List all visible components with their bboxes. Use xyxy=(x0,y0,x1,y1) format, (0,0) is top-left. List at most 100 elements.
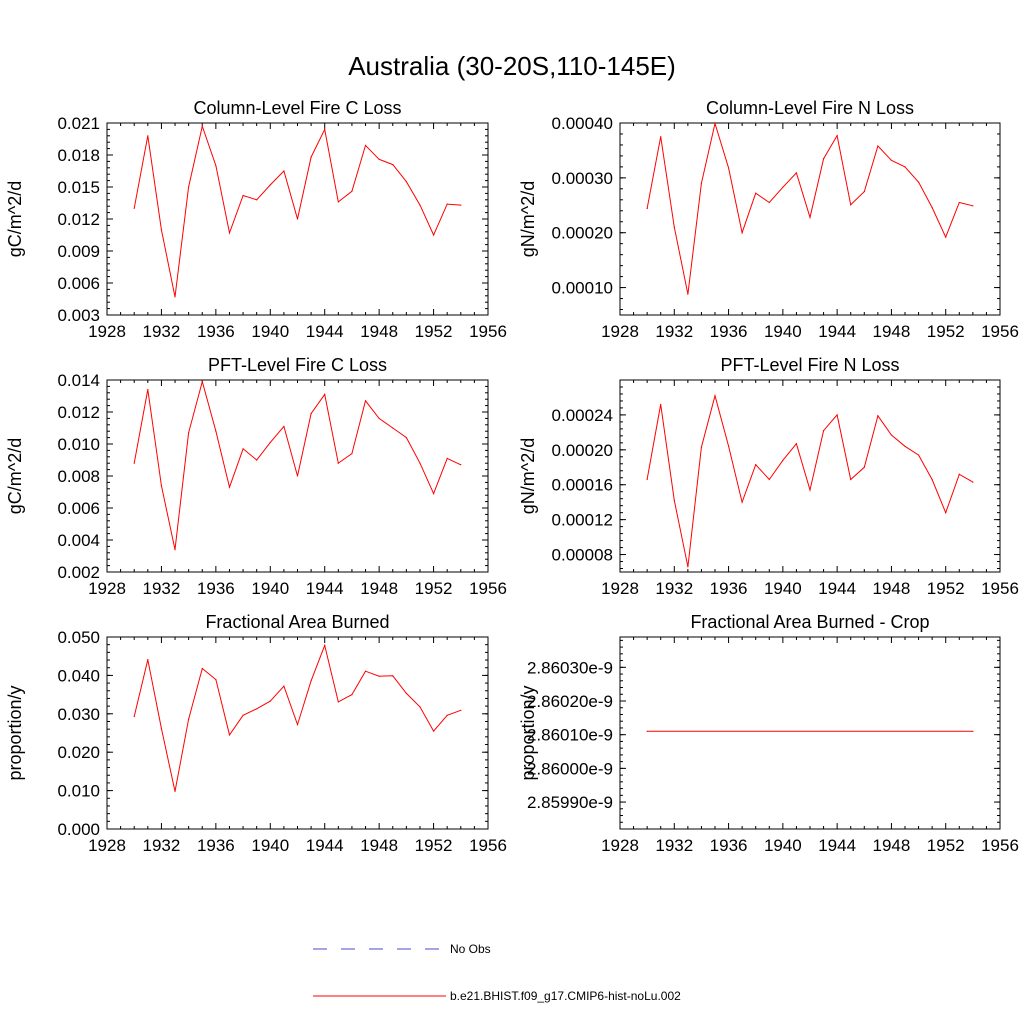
y-tick-label: 0.014 xyxy=(57,371,100,390)
data-point xyxy=(256,708,258,710)
data-point xyxy=(215,165,217,167)
data-point xyxy=(795,443,798,445)
data-point xyxy=(931,206,933,209)
data-point xyxy=(310,413,312,415)
x-tick-label: 1956 xyxy=(981,836,1019,855)
y-axis-label: gN/m^2/d xyxy=(518,181,538,257)
data-point xyxy=(958,201,960,204)
data-point xyxy=(378,158,380,160)
y-tick-label: 0.00024 xyxy=(552,406,613,425)
data-point xyxy=(755,464,757,466)
y-tick-label: 0.021 xyxy=(57,114,100,133)
plot-frame xyxy=(106,636,489,830)
data-point xyxy=(201,125,203,127)
data-point xyxy=(228,734,231,736)
data-point xyxy=(242,194,244,197)
x-tick-label: 1952 xyxy=(415,836,453,855)
x-tick-label: 1944 xyxy=(818,579,856,598)
chart-panel-6: Fractional Area Burned - Crop proportion/… xyxy=(518,612,1019,855)
data-point xyxy=(660,136,662,138)
data-point xyxy=(741,501,743,503)
data-point xyxy=(890,159,893,161)
data-point xyxy=(432,493,435,495)
plot-frame xyxy=(619,636,1001,830)
data-point xyxy=(392,675,394,677)
data-point xyxy=(147,659,149,661)
x-tick-label: 1936 xyxy=(710,836,748,855)
x-tick-label: 1956 xyxy=(469,322,507,341)
y-tick-label: 0.00008 xyxy=(552,546,613,565)
chart-panel-4: PFT-Level Fire N Loss gN/m^2/d 1928 1932 193… xyxy=(518,355,1019,598)
y-axis-label: proportion/y xyxy=(5,685,25,780)
y-tick-label: 0.020 xyxy=(57,743,100,762)
y-tick-label: 0.012 xyxy=(57,210,100,229)
data-point xyxy=(809,489,811,491)
y-tick-label: 2.86000e-9 xyxy=(527,759,613,778)
data-point xyxy=(174,790,176,792)
data-point xyxy=(836,135,838,137)
data-point xyxy=(958,473,960,475)
figure-title: Australia (30-20S,110-145E) xyxy=(348,51,676,81)
data-point xyxy=(446,714,448,716)
data-point xyxy=(147,135,149,137)
data-point xyxy=(863,466,865,468)
series-line-1 xyxy=(646,393,974,567)
data-point xyxy=(296,475,299,477)
data-point xyxy=(850,478,852,481)
y-tick-label: 0.010 xyxy=(57,435,100,454)
x-tick-label: 1932 xyxy=(655,836,693,855)
data-point xyxy=(432,730,435,732)
data-point xyxy=(700,182,703,184)
data-point xyxy=(160,727,163,729)
data-point xyxy=(147,389,149,391)
data-point xyxy=(904,445,906,447)
data-point xyxy=(460,464,462,466)
data-point xyxy=(228,486,231,488)
data-point xyxy=(972,205,974,207)
x-tick-label: 1956 xyxy=(981,322,1019,341)
x-tick-label: 1928 xyxy=(601,579,639,598)
y-tick-label: 0.00030 xyxy=(552,169,613,188)
data-point xyxy=(133,715,135,718)
chart-panel-1: Column-Level Fire C Loss gC/m^2/d 1928 1932… xyxy=(5,98,507,341)
data-point xyxy=(310,680,312,682)
data-point xyxy=(188,186,190,188)
series-line-1 xyxy=(133,379,462,550)
data-point xyxy=(364,400,367,402)
y-tick-label: 0.00020 xyxy=(552,224,613,243)
x-tick-label: 1940 xyxy=(251,579,289,598)
x-tick-label: 1956 xyxy=(469,836,507,855)
chart-panel-3: PFT-Level Fire C Loss gC/m^2/d 1928 1932 193… xyxy=(5,355,507,598)
data-point xyxy=(405,181,407,183)
y-tick-label: 0.030 xyxy=(57,705,100,724)
data-point xyxy=(242,448,244,450)
data-point xyxy=(337,701,339,703)
chart-panel-2: Column-Level Fire N Loss gN/m^2/d 1928 1932… xyxy=(518,98,1019,341)
x-tick-label: 1928 xyxy=(88,836,126,855)
data-point xyxy=(741,232,743,234)
data-point xyxy=(378,675,380,677)
y-tick-label: 0.040 xyxy=(57,666,100,685)
x-tick-label: 1940 xyxy=(764,322,802,341)
data-point xyxy=(324,393,326,395)
data-point xyxy=(890,434,893,436)
data-point xyxy=(877,145,879,147)
y-axis-label: proportion/y xyxy=(518,685,538,780)
data-point xyxy=(392,427,394,429)
data-point xyxy=(836,414,838,416)
data-point xyxy=(201,667,203,670)
panel-title: Column-Level Fire N Loss xyxy=(706,98,914,118)
x-tick-label: 1936 xyxy=(710,579,748,598)
y-axis-label: gN/m^2/d xyxy=(518,438,538,514)
x-tick-label: 1952 xyxy=(415,579,453,598)
data-point xyxy=(133,462,135,464)
x-tick-label: 1948 xyxy=(360,836,398,855)
data-point xyxy=(405,437,407,439)
data-point xyxy=(337,201,339,203)
data-point xyxy=(795,172,798,174)
data-point xyxy=(809,216,811,218)
x-tick-label: 1944 xyxy=(818,836,856,855)
x-tick-label: 1956 xyxy=(469,579,507,598)
y-tick-label: 0.002 xyxy=(57,563,100,582)
data-point xyxy=(188,432,190,434)
